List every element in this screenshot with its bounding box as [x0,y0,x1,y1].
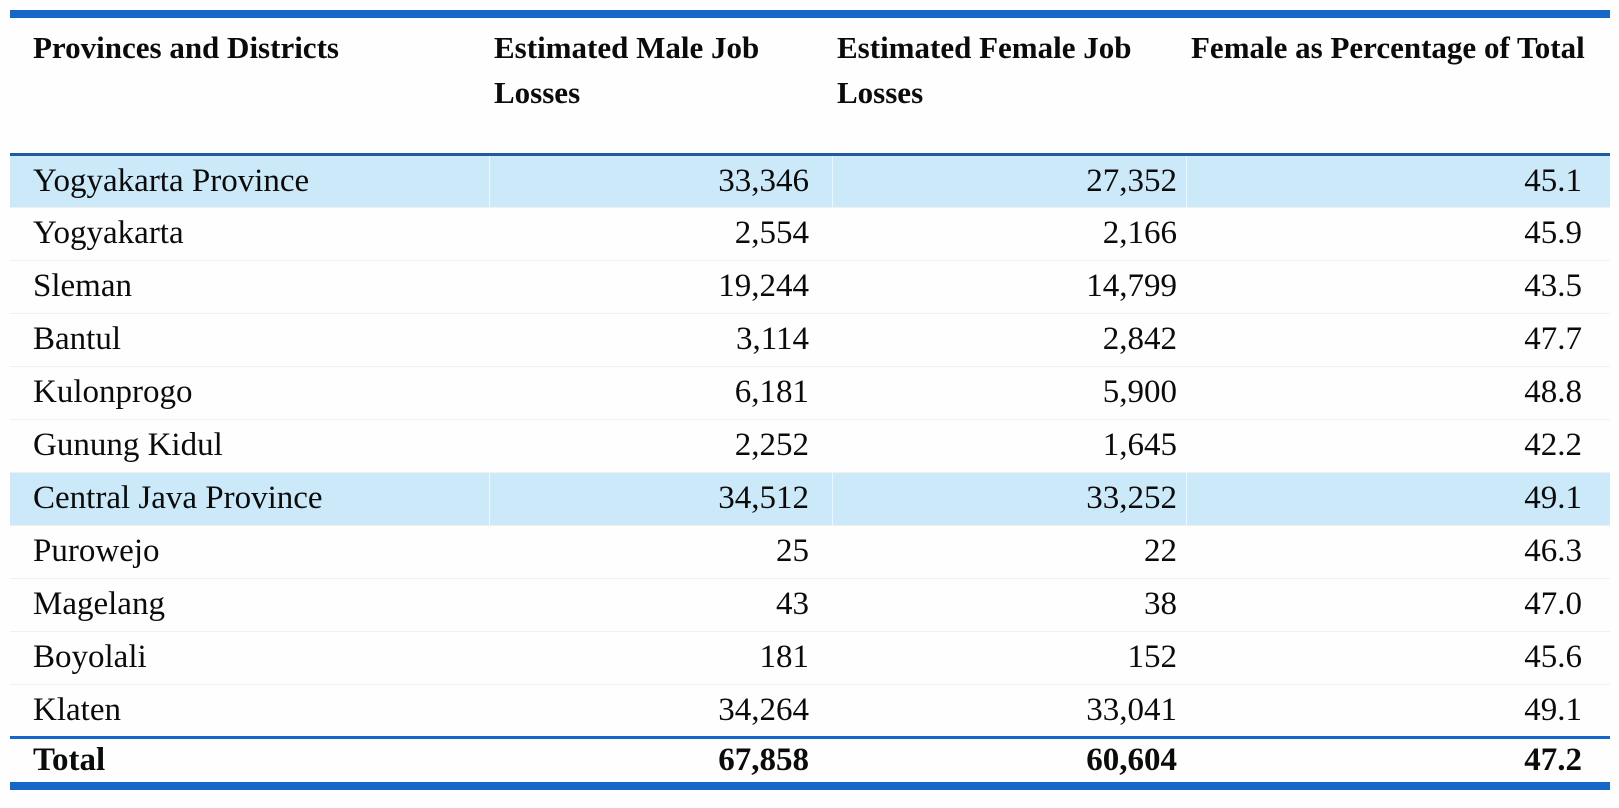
male-job-losses-cell: 2,252 [490,418,833,472]
district-name-cell: Central Java Province [10,471,490,525]
district-name-cell: Kulonprogo [10,365,490,419]
female-percentage-cell: 46.3 [1187,524,1610,578]
table-row: Kulonprogo 6,181 5,900 48.8 [10,365,1610,419]
table-row: Sleman 19,244 14,799 43.5 [10,259,1610,313]
female-percentage-cell: 49.1 [1187,471,1610,525]
job-losses-table: Provinces and Districts Estimated Male J… [10,10,1610,790]
table-row: Boyolali 181 152 45.6 [10,630,1610,684]
district-name-cell: Klaten [10,683,490,737]
table-row: Magelang 43 38 47.0 [10,577,1610,631]
female-job-losses-cell: 1,645 [833,418,1187,472]
female-job-losses-cell: 22 [833,524,1187,578]
female-job-losses-cell: 5,900 [833,365,1187,419]
column-header-female-job-losses: Estimated Female Job Losses [833,14,1187,156]
table-row: Klaten 34,264 33,041 49.1 [10,683,1610,737]
table-row: Gunung Kidul 2,252 1,645 42.2 [10,418,1610,472]
female-job-losses-cell: 33,041 [833,683,1187,737]
male-job-losses-cell: 67,858 [490,735,833,786]
male-job-losses-cell: 6,181 [490,365,833,419]
district-name-cell: Gunung Kidul [10,418,490,472]
table-body: Yogyakarta Province 33,346 27,352 45.1 Y… [10,154,1610,786]
male-job-losses-cell: 43 [490,577,833,631]
female-job-losses-cell: 27,352 [833,154,1187,207]
female-percentage-cell: 45.9 [1187,206,1610,260]
district-name-cell: Yogyakarta Province [10,154,490,207]
table-row: Yogyakarta Province 33,346 27,352 45.1 [10,154,1610,207]
table-row: Bantul 3,114 2,842 47.7 [10,312,1610,366]
female-percentage-cell: 45.1 [1187,154,1610,207]
female-percentage-cell: 47.2 [1187,735,1610,786]
district-name-cell: Boyolali [10,630,490,684]
male-job-losses-cell: 33,346 [490,154,833,207]
male-job-losses-cell: 25 [490,524,833,578]
column-header-female-percentage: Female as Percentage of Total [1187,14,1610,156]
male-job-losses-cell: 34,264 [490,683,833,737]
header-row: Provinces and Districts Estimated Male J… [10,14,1610,156]
female-job-losses-cell: 2,842 [833,312,1187,366]
male-job-losses-cell: 3,114 [490,312,833,366]
female-job-losses-cell: 38 [833,577,1187,631]
female-percentage-cell: 47.0 [1187,577,1610,631]
female-percentage-cell: 45.6 [1187,630,1610,684]
district-name-cell: Sleman [10,259,490,313]
column-header-male-job-losses: Estimated Male Job Losses [490,14,833,156]
district-name-cell: Total [10,735,490,786]
table-row: Central Java Province 34,512 33,252 49.1 [10,471,1610,525]
female-job-losses-cell: 60,604 [833,735,1187,786]
female-job-losses-cell: 33,252 [833,471,1187,525]
female-job-losses-cell: 14,799 [833,259,1187,313]
female-percentage-cell: 42.2 [1187,418,1610,472]
female-job-losses-cell: 152 [833,630,1187,684]
table-header: Provinces and Districts Estimated Male J… [10,14,1610,156]
female-percentage-cell: 48.8 [1187,365,1610,419]
table-row: Yogyakarta 2,554 2,166 45.9 [10,206,1610,260]
male-job-losses-cell: 181 [490,630,833,684]
male-job-losses-cell: 34,512 [490,471,833,525]
district-name-cell: Bantul [10,312,490,366]
female-percentage-cell: 49.1 [1187,683,1610,737]
table-row: Purowejo 25 22 46.3 [10,524,1610,578]
district-name-cell: Magelang [10,577,490,631]
male-job-losses-cell: 2,554 [490,206,833,260]
table-row-total: Total 67,858 60,604 47.2 [10,735,1610,786]
male-job-losses-cell: 19,244 [490,259,833,313]
female-percentage-cell: 43.5 [1187,259,1610,313]
female-percentage-cell: 47.7 [1187,312,1610,366]
female-job-losses-cell: 2,166 [833,206,1187,260]
district-name-cell: Yogyakarta [10,206,490,260]
district-name-cell: Purowejo [10,524,490,578]
column-header-provinces-districts: Provinces and Districts [10,14,490,156]
